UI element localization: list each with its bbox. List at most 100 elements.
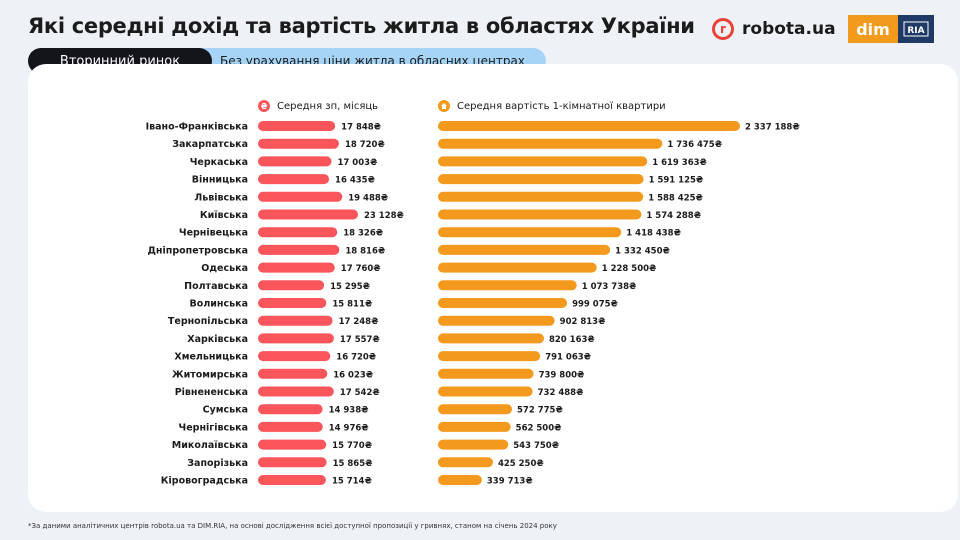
house-icon [438,100,450,112]
price-bar [438,298,568,308]
hryvnia-icon: ₴ [258,100,270,112]
region-label: Житомирська [172,369,248,380]
region-label: Рівнененська [175,387,248,398]
salary-value-label: 16 023₴ [333,370,373,380]
region-label: Сумська [203,405,248,416]
salary-bar [258,386,334,397]
salary-bar [258,156,332,167]
salary-bar [258,121,336,131]
salary-value-label: 15 770₴ [332,441,372,451]
salary-value-label: 14 938₴ [329,406,369,416]
price-value-label: 1 073 738₴ [582,282,637,292]
salary-value-label: 18 816₴ [345,246,385,256]
price-bar [438,138,663,149]
price-value-label: 732 488₴ [538,388,584,398]
robota-logo: r robota.ua [712,16,836,42]
salary-bar [258,138,339,149]
price-value-label: 1 591 125₴ [649,176,704,186]
region-label: Харківська [187,334,248,345]
footnote: *За даними аналітичних центрів robota.ua… [28,522,557,530]
price-bar [438,156,648,167]
price-value-label: 339 713₴ [487,477,533,487]
salary-value-label: 14 976₴ [329,423,369,433]
price-bar [438,244,611,255]
price-bar [438,174,644,185]
price-bar [438,333,544,344]
region-label: Волинська [190,299,248,310]
salary-value-label: 17 760₴ [341,264,381,274]
salary-value-label: 15 295₴ [330,282,370,292]
salary-value-label: 17 557₴ [340,335,380,345]
price-bar [438,227,622,238]
salary-bar [258,439,327,450]
region-label: Львівська [194,192,248,203]
legend-price-label: Середня вартість 1-кімнатної квартири [457,100,666,112]
salary-bar [258,351,331,362]
price-bar [438,191,644,202]
salary-value-label: 15 714₴ [332,477,372,487]
salary-bar [258,421,323,432]
region-label: Вінницька [192,175,248,186]
price-bar [438,404,513,415]
salary-value-label: 19 488₴ [348,193,388,203]
salary-bar [258,475,326,485]
price-bar [438,386,533,397]
dimria-logo: dim RIA [848,15,934,43]
price-value-label: 1 418 438₴ [626,229,681,239]
price-value-label: 425 250₴ [498,459,544,469]
salary-value-label: 18 326₴ [343,229,383,239]
price-value-label: 791 063₴ [545,353,591,363]
price-bar [438,439,509,450]
salary-bar [258,298,327,308]
salary-value-label: 16 720₴ [336,353,376,363]
salary-bar [258,244,340,255]
region-label: Миколаївська [172,440,248,451]
price-value-label: 820 163₴ [549,335,595,345]
legend-salary: ₴ Середня зп, місяць [258,100,378,112]
salary-bar [258,227,338,238]
legend-price: Середня вартість 1-кімнатної квартири [438,100,666,112]
price-value-label: 739 800₴ [539,370,585,380]
price-bar [438,457,493,468]
salary-value-label: 17 248₴ [339,317,379,327]
salary-bar [258,262,335,273]
salary-value-label: 17 848₴ [341,123,381,133]
region-label: Івано-Франківська [146,122,248,133]
price-bar [438,368,534,379]
dim-label: dim [848,15,898,43]
price-value-label: 562 500₴ [516,423,562,433]
price-value-label: 1 619 363₴ [652,158,707,168]
salary-bar [258,368,328,379]
price-bar [438,209,642,220]
price-value-label: 2 337 188₴ [745,123,800,133]
ria-logo-icon: RIA [903,21,929,37]
ria-logo-text: RIA [907,26,924,36]
price-value-label: 1 588 425₴ [648,193,703,203]
price-bar [438,351,541,362]
region-label: Кіровоградська [161,476,248,487]
salary-bar [258,315,333,326]
ria-mark: RIA [898,15,934,43]
salary-value-label: 15 811₴ [332,300,372,310]
salary-value-label: 17 542₴ [340,388,380,398]
robota-mark-icon: r [712,18,734,40]
salary-bar [258,191,343,202]
salary-value-label: 17 003₴ [338,158,378,168]
salary-value-label: 18 720₴ [345,140,385,150]
salary-value-label: 16 435₴ [335,176,375,186]
salary-bar [258,457,327,468]
salary-bar [258,404,323,415]
robota-name: robota.ua [742,19,836,39]
legend-salary-label: Середня зп, місяць [277,100,379,112]
price-value-label: 902 813₴ [560,317,606,327]
price-value-label: 1 332 450₴ [615,246,670,256]
salary-value-label: 23 128₴ [364,211,404,221]
price-value-label: 572 775₴ [517,406,563,416]
price-value-label: 1 736 475₴ [667,140,722,150]
region-label: Полтавська [184,281,248,292]
price-value-label: 1 228 500₴ [602,264,657,274]
price-value-label: 999 075₴ [572,300,618,310]
price-value-label: 1 574 288₴ [646,211,701,221]
price-bar [438,475,482,485]
